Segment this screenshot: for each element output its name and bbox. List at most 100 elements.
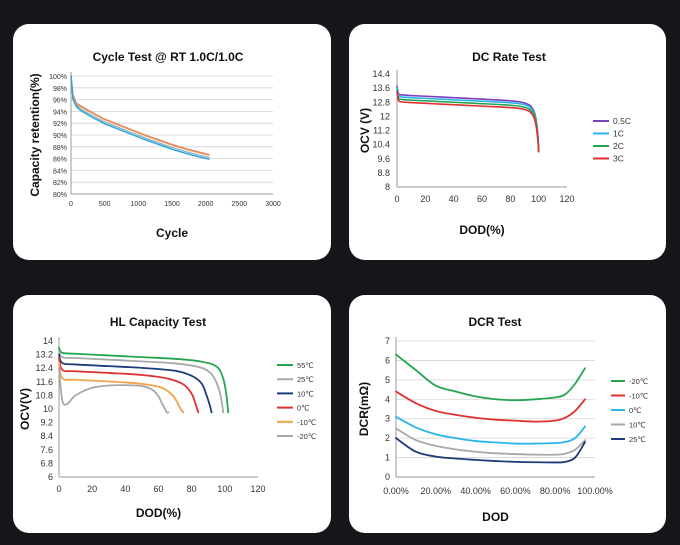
x-tick-label: 0.00% — [383, 486, 409, 496]
y-tick-label: 2 — [385, 433, 390, 443]
legend-label: 0.5C — [613, 116, 631, 126]
series-line — [58, 367, 170, 414]
series-line — [70, 75, 210, 159]
x-tick-label: 40.00% — [460, 486, 491, 496]
legend-label: -20℃ — [629, 377, 648, 386]
y-tick-label: 11.2 — [373, 126, 390, 136]
x-tick-label: 60 — [477, 194, 487, 204]
y-tick-label: 80% — [53, 192, 67, 199]
y-axis-label: OCV (V) — [358, 108, 372, 153]
x-tick-label: 0 — [69, 201, 73, 208]
cycle-test-chart: Cycle Test @ RT 1.0C/1.0C 80% 82% 84% 86% 88%… — [28, 50, 281, 240]
legend-label: 25℃ — [629, 435, 646, 444]
legend-label: 10℃ — [629, 421, 646, 430]
x-tick-label: 0 — [56, 484, 61, 494]
legend-label: 0℃ — [629, 406, 642, 415]
x-tick-label: 60 — [153, 484, 163, 494]
x-tick-label: 120 — [250, 484, 265, 494]
x-tick-label: 20 — [420, 194, 430, 204]
legend-label: -20℃ — [297, 432, 316, 441]
legend-label: -10℃ — [297, 418, 316, 427]
hl-capacity-test-panel: HL Capacity Test 6 6.8 7.6 8.4 9.2 10 10.8 11.6 1… — [13, 295, 331, 533]
y-tick-label: 82% — [53, 180, 67, 187]
chart-title: DC Rate Test — [472, 50, 546, 64]
y-tick-label: 96% — [53, 98, 67, 105]
legend-label: 10℃ — [297, 389, 314, 398]
series-line — [396, 85, 540, 153]
x-tick-label: 40 — [449, 194, 459, 204]
chart-title: Cycle Test @ RT 1.0C/1.0C — [93, 50, 244, 64]
x-tick-label: 0 — [394, 194, 399, 204]
x-tick-label: 500 — [99, 201, 111, 208]
y-tick-label: 12.4 — [35, 363, 53, 373]
y-axis-label: Capacity retention(%) — [28, 73, 42, 196]
y-tick-label: 6 — [48, 472, 53, 482]
series-line — [58, 346, 230, 414]
series-line — [395, 427, 586, 456]
x-tick-label: 100.00% — [577, 486, 613, 496]
y-tick-label: 8.8 — [377, 168, 390, 178]
x-tick-label: 80 — [187, 484, 197, 494]
y-tick-label: 14.4 — [372, 69, 390, 79]
y-tick-label: 4 — [385, 394, 390, 404]
y-tick-label: 100% — [49, 74, 67, 81]
y-tick-label: 9.6 — [377, 154, 390, 164]
x-tick-label: 60.00% — [500, 486, 531, 496]
y-tick-label: 8 — [385, 182, 390, 192]
series-line — [395, 437, 586, 464]
y-tick-label: 8.4 — [40, 431, 53, 441]
y-tick-label: 14 — [43, 336, 53, 346]
series-line — [396, 89, 540, 153]
series-line — [70, 75, 210, 160]
y-tick-label: 12.8 — [372, 97, 390, 107]
y-tick-label: 92% — [53, 121, 67, 128]
chart-title: HL Capacity Test — [110, 315, 206, 329]
y-tick-label: 0 — [385, 472, 390, 482]
legend-label: 55℃ — [297, 361, 314, 370]
y-tick-label: 1 — [385, 453, 390, 463]
series-line — [396, 90, 540, 153]
y-tick-label: 5 — [385, 375, 390, 385]
y-tick-label: 7 — [385, 336, 390, 346]
series-line — [395, 390, 586, 423]
dcr-test-chart: DCR Test 0 1 2 3 4 5 6 7 0.00% 20.00% 40.00% 60.00% 8… — [357, 315, 648, 524]
x-axis-label: Cycle — [156, 226, 188, 240]
legend-label: 1C — [613, 129, 624, 139]
series-line — [395, 415, 586, 445]
y-tick-label: 86% — [53, 157, 67, 164]
x-axis-label: DOD(%) — [136, 506, 181, 520]
series-line — [58, 357, 200, 414]
x-tick-label: 1000 — [131, 201, 147, 208]
y-tick-label: 7.6 — [40, 445, 53, 455]
x-tick-label: 100 — [531, 194, 546, 204]
y-tick-label: 10.8 — [35, 390, 53, 400]
y-tick-label: 10 — [43, 404, 53, 414]
legend-label: -10℃ — [629, 392, 648, 401]
x-axis-label: DOD(%) — [459, 223, 504, 237]
y-tick-label: 84% — [53, 168, 67, 175]
y-tick-label: 13.6 — [372, 83, 390, 93]
series-line — [395, 353, 586, 402]
legend-label: 25℃ — [297, 375, 314, 384]
dcr-test-panel: DCR Test 0 1 2 3 4 5 6 7 0.00% 20.00% 40.00% 60.00% 8… — [349, 295, 666, 533]
x-tick-label: 80.00% — [540, 486, 571, 496]
series-line — [58, 350, 225, 414]
y-tick-label: 94% — [53, 109, 67, 116]
y-tick-label: 11.6 — [36, 377, 53, 387]
x-tick-label: 3000 — [265, 201, 281, 208]
series-line — [70, 75, 210, 156]
x-tick-label: 120 — [559, 194, 574, 204]
series-line — [58, 362, 185, 414]
x-axis-label: DOD — [482, 510, 509, 524]
x-tick-label: 2000 — [198, 201, 214, 208]
y-tick-label: 90% — [53, 133, 67, 140]
series-line — [58, 353, 213, 414]
hl-capacity-test-chart: HL Capacity Test 6 6.8 7.6 8.4 9.2 10 10.8 11.6 1… — [18, 315, 316, 520]
x-tick-label: 80 — [505, 194, 515, 204]
y-axis-label: OCV(V) — [18, 388, 32, 430]
cycle-test-panel: Cycle Test @ RT 1.0C/1.0C 80% 82% 84% 86% 88%… — [13, 24, 331, 260]
y-tick-label: 9.2 — [40, 418, 53, 428]
x-tick-label: 2500 — [232, 201, 248, 208]
y-tick-label: 88% — [53, 145, 67, 152]
dc-rate-test-panel: DC Rate Test 8 8.8 9.6 10.4 11.2 12 12.8 13.6 14.… — [349, 24, 666, 260]
